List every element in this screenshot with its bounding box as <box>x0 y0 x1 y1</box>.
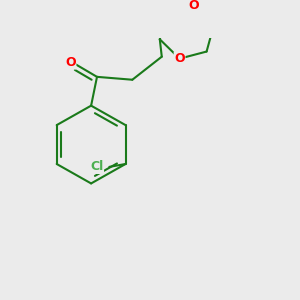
Text: O: O <box>189 0 200 12</box>
Text: O: O <box>174 52 185 65</box>
Text: O: O <box>65 56 76 69</box>
Text: Cl: Cl <box>90 160 104 173</box>
